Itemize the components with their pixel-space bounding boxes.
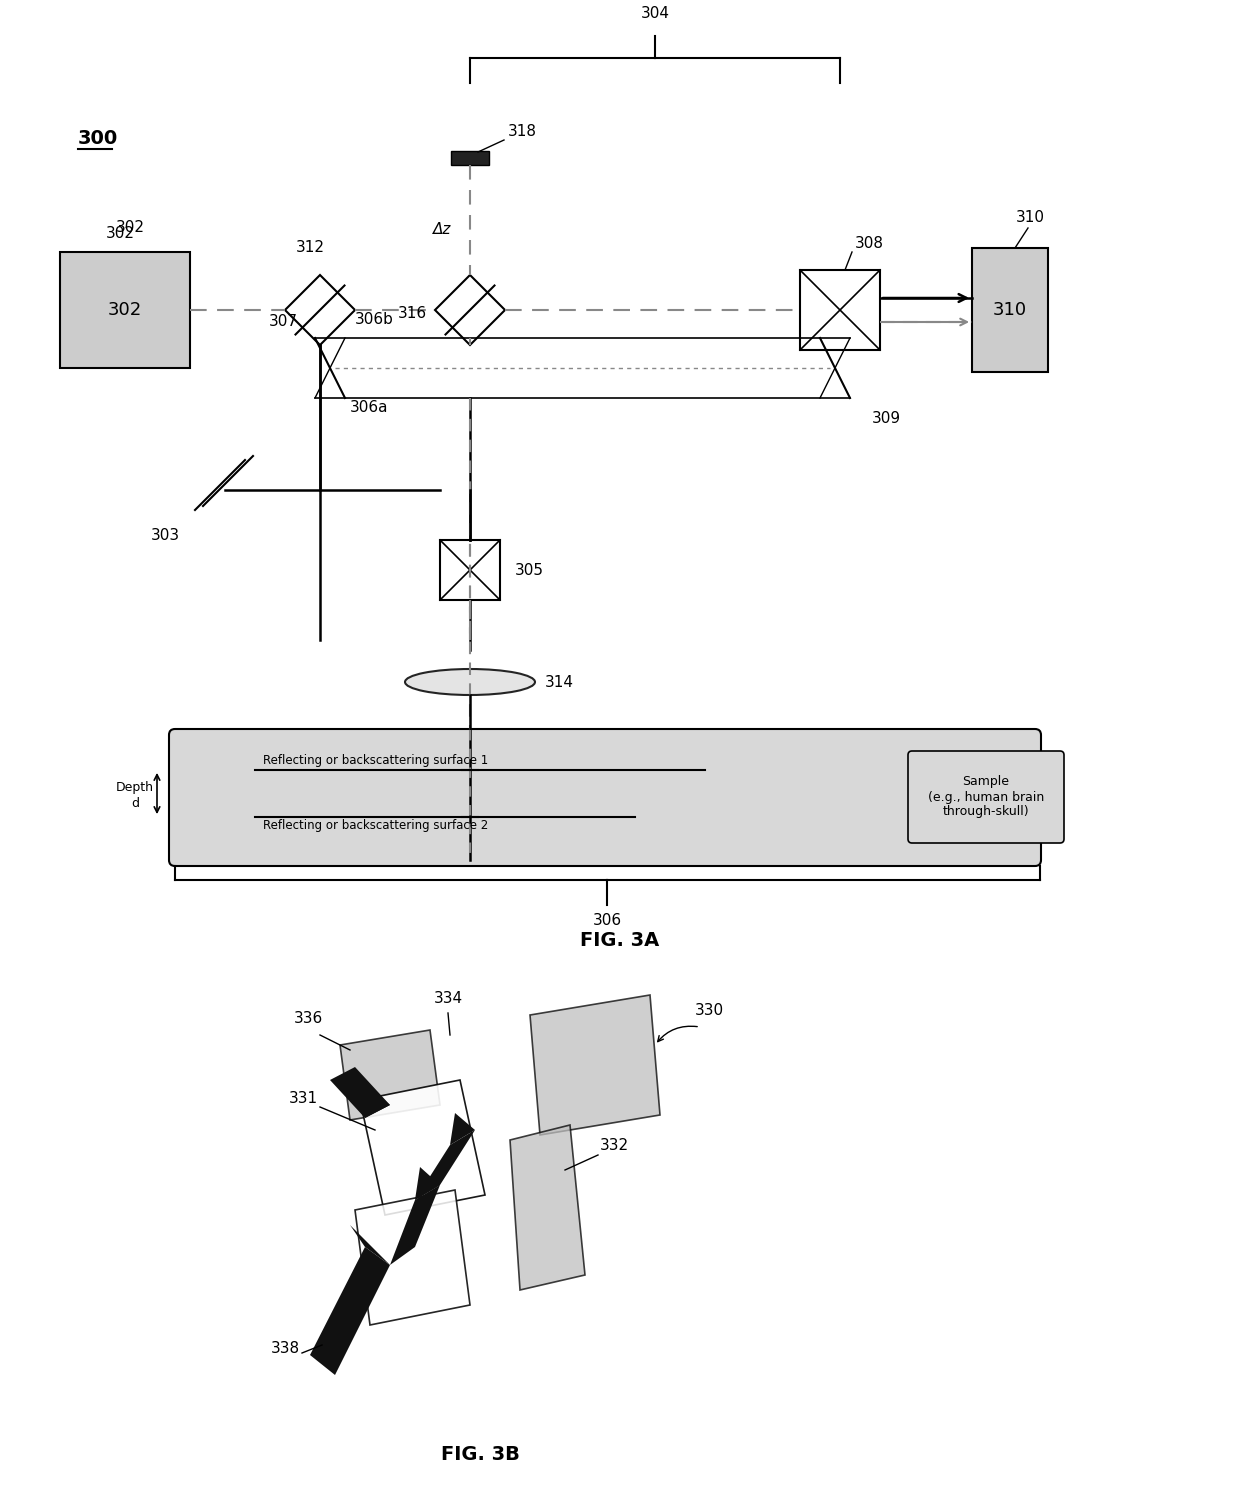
Bar xyxy=(440,540,500,600)
Text: 312: 312 xyxy=(295,240,325,255)
Text: FIG. 3A: FIG. 3A xyxy=(580,931,660,950)
Text: Depth: Depth xyxy=(117,781,154,794)
Text: 302: 302 xyxy=(115,221,145,236)
Text: 314: 314 xyxy=(546,675,574,690)
Polygon shape xyxy=(529,995,660,1135)
Text: 306: 306 xyxy=(593,913,621,928)
Polygon shape xyxy=(415,1166,440,1199)
Text: Sample
(e.g., human brain
through-skull): Sample (e.g., human brain through-skull) xyxy=(928,776,1044,818)
Polygon shape xyxy=(340,1030,440,1120)
Text: FIG. 3B: FIG. 3B xyxy=(440,1445,520,1465)
Bar xyxy=(972,248,1048,372)
Polygon shape xyxy=(310,1247,391,1375)
Bar xyxy=(800,270,880,350)
Text: 306b: 306b xyxy=(355,312,394,327)
FancyBboxPatch shape xyxy=(169,729,1042,866)
Text: 332: 332 xyxy=(600,1138,629,1153)
Polygon shape xyxy=(285,275,355,345)
Text: 316: 316 xyxy=(398,306,427,321)
Polygon shape xyxy=(435,275,505,345)
Text: 302: 302 xyxy=(105,227,134,242)
Polygon shape xyxy=(391,1184,440,1265)
Polygon shape xyxy=(365,1087,391,1118)
Text: d: d xyxy=(131,797,139,811)
Text: 310: 310 xyxy=(993,302,1027,320)
Text: 307: 307 xyxy=(269,314,298,329)
Ellipse shape xyxy=(405,669,534,695)
Text: Reflecting or backscattering surface 1: Reflecting or backscattering surface 1 xyxy=(263,754,489,767)
Text: Reflecting or backscattering surface 2: Reflecting or backscattering surface 2 xyxy=(263,820,489,832)
Text: 336: 336 xyxy=(294,1012,322,1027)
Text: 308: 308 xyxy=(856,236,884,251)
Text: 303: 303 xyxy=(150,528,180,543)
Text: 318: 318 xyxy=(508,125,537,140)
FancyBboxPatch shape xyxy=(908,750,1064,844)
Bar xyxy=(451,152,489,165)
Text: 334: 334 xyxy=(434,991,463,1006)
Text: 305: 305 xyxy=(515,563,544,578)
Text: 302: 302 xyxy=(108,302,143,320)
Polygon shape xyxy=(360,1081,485,1214)
Text: 330: 330 xyxy=(694,1003,724,1018)
Polygon shape xyxy=(510,1126,585,1289)
Polygon shape xyxy=(350,1225,391,1265)
Text: 304: 304 xyxy=(641,6,670,21)
Text: 310: 310 xyxy=(1016,210,1044,225)
Text: 309: 309 xyxy=(872,411,901,426)
Text: Δz: Δz xyxy=(433,222,451,237)
Text: 306a: 306a xyxy=(350,399,388,414)
Bar xyxy=(60,252,190,368)
Polygon shape xyxy=(415,1130,475,1199)
Text: 338: 338 xyxy=(270,1340,300,1355)
Polygon shape xyxy=(330,1067,391,1118)
Polygon shape xyxy=(450,1114,475,1145)
Text: 331: 331 xyxy=(289,1091,317,1106)
Text: 300: 300 xyxy=(78,129,118,149)
Polygon shape xyxy=(355,1190,470,1325)
